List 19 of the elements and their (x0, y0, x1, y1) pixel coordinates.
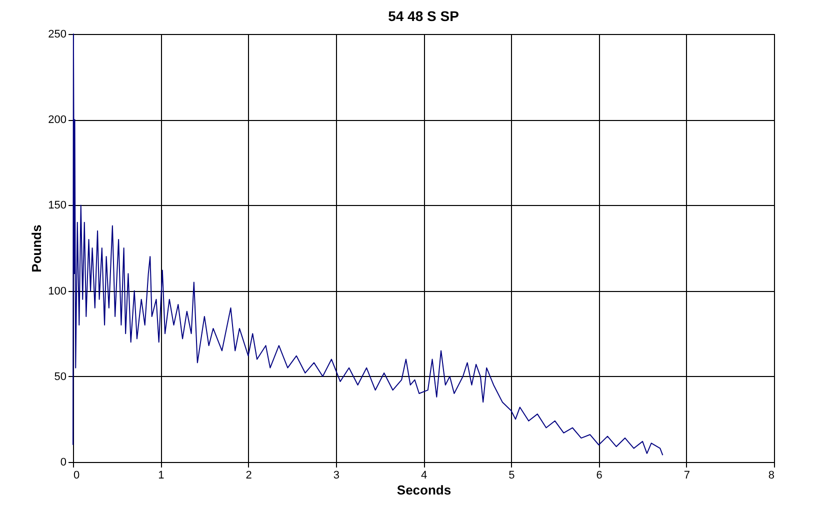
x-tick-label: 4 (420, 470, 428, 482)
line-series (72, 34, 664, 456)
x-tick-label: 6 (596, 470, 602, 482)
y-tick-label: 150 (48, 200, 66, 212)
x-tick-label: 0 (74, 470, 80, 482)
x-tick-label: 3 (333, 470, 340, 482)
y-tick-label: 50 (54, 370, 66, 383)
y-tick-label: 0 (60, 456, 66, 468)
x-axis-title: Seconds (396, 482, 452, 498)
y-axis-title: Pounds (29, 224, 44, 272)
x-tick-label: 5 (508, 470, 515, 482)
x-tick-label: 8 (768, 470, 774, 482)
chart-title: 54 48 S SP (388, 8, 459, 24)
x-tick-label: 1 (158, 470, 164, 482)
y-tick-label: 100 (48, 285, 66, 298)
x-tick-label: 2 (246, 470, 252, 482)
y-tick-label: 200 (48, 114, 66, 126)
y-tick-label: 250 (48, 28, 66, 40)
x-tick-label: 7 (684, 470, 690, 482)
